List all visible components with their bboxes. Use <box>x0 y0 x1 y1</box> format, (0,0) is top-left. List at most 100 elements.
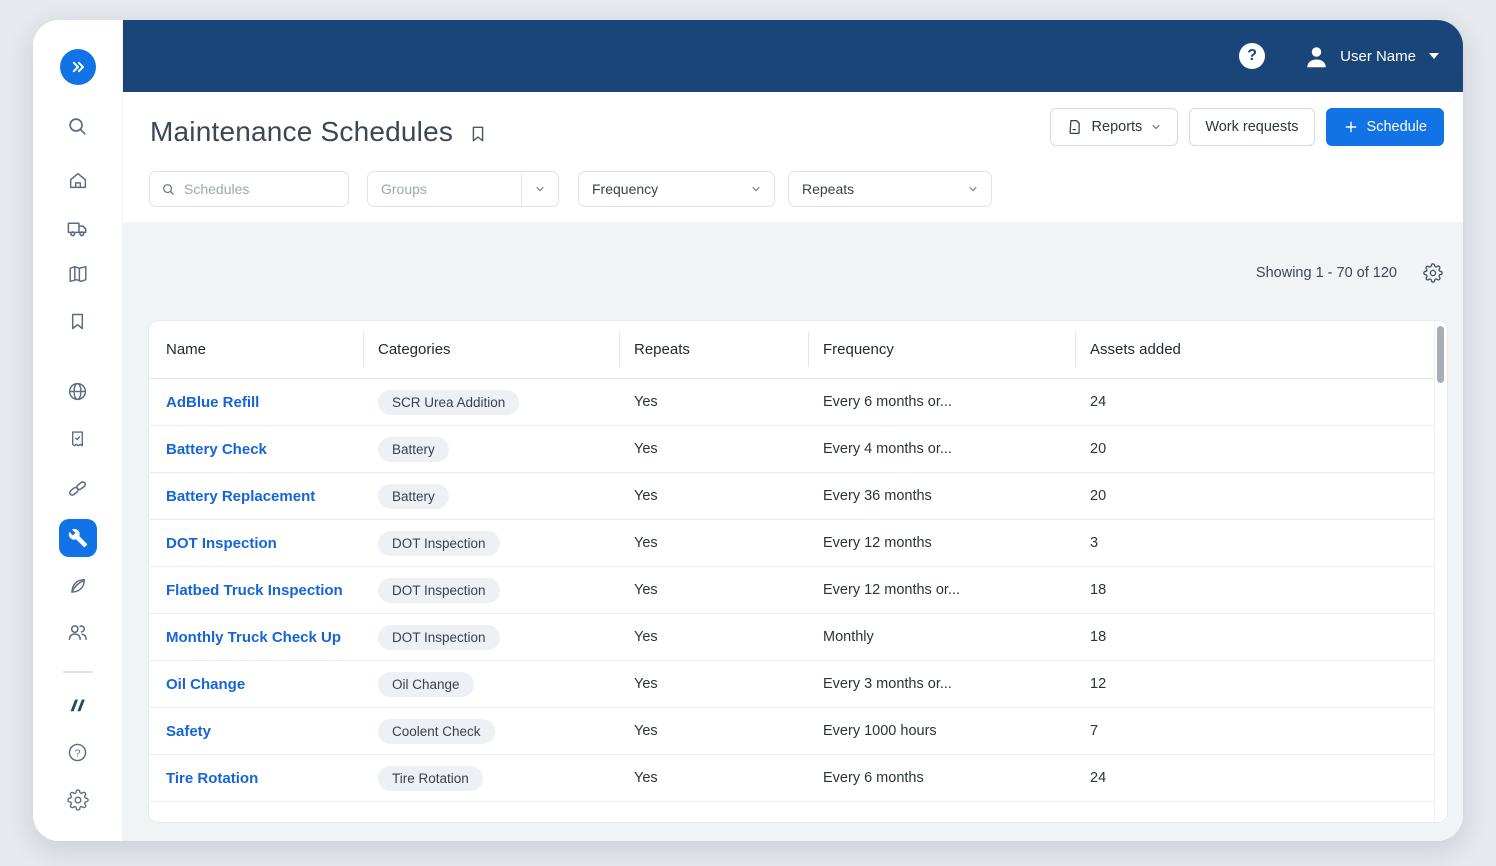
frequency-filter[interactable]: Frequency <box>578 171 775 207</box>
home-icon <box>67 170 89 192</box>
frequency-value: Every 12 months or... <box>823 582 961 598</box>
reports-button[interactable]: Reports <box>1049 108 1179 146</box>
table-row[interactable]: AdBlue Refill SCR Urea Addition Yes Ever… <box>149 379 1447 426</box>
category-chip: SCR Urea Addition <box>378 389 520 415</box>
assets-value: 7 <box>1090 723 1099 739</box>
sidebar-item-home[interactable] <box>59 162 97 200</box>
chevron-down-icon <box>522 183 558 195</box>
sidebar-item-inspections[interactable] <box>59 420 97 458</box>
category-chip: DOT Inspection <box>378 624 500 650</box>
truck-icon <box>66 217 89 240</box>
sidebar-item-settings[interactable] <box>59 781 97 819</box>
plus-icon <box>1343 119 1359 135</box>
schedules-search-input[interactable] <box>184 181 365 197</box>
leaf-icon <box>67 575 89 597</box>
showing-count: Showing 1 - 70 of 120 <box>1255 265 1397 281</box>
inspection-icon <box>67 429 88 450</box>
users-icon <box>66 621 89 644</box>
column-header-name: Name <box>166 341 207 358</box>
wrench-icon <box>68 528 88 548</box>
column-header-categories: Categories <box>363 332 634 367</box>
category-chip: Tire Rotation <box>378 765 483 791</box>
schedule-link[interactable]: Tire Rotation <box>166 769 259 787</box>
gear-icon <box>66 789 89 811</box>
category-chip: DOT Inspection <box>378 530 500 556</box>
schedule-label: Schedule <box>1366 119 1427 135</box>
schedule-link[interactable]: Battery Check <box>166 440 267 458</box>
avatar[interactable] <box>1303 43 1330 70</box>
gear-icon <box>1423 263 1443 283</box>
link-icon <box>66 477 89 500</box>
app-window: ? ? User Name Maintenance Schedules <box>33 20 1463 841</box>
groups-filter[interactable]: Groups <box>367 171 559 207</box>
frequency-value: Every 4 months or... <box>823 441 952 457</box>
sidebar-item-maintenance[interactable] <box>58 519 97 557</box>
main-area: ? User Name Maintenance Schedules Report <box>123 20 1463 841</box>
frequency-value: Monthly <box>823 629 874 645</box>
assets-value: 24 <box>1090 770 1107 786</box>
frequency-value: Every 3 months or... <box>823 676 952 692</box>
schedule-link[interactable]: Flatbed Truck Inspection <box>166 581 343 599</box>
table-row[interactable]: Oil Change Oil Change Yes Every 3 months… <box>149 661 1447 708</box>
help-button[interactable]: ? <box>1239 43 1266 69</box>
repeats-value: Yes <box>634 488 658 504</box>
sidebar-item-vehicles[interactable] <box>59 209 97 247</box>
sidebar-item-users[interactable] <box>59 613 97 651</box>
repeats-value: Yes <box>634 535 658 551</box>
sidebar-divider <box>63 671 93 673</box>
sidebar-item-search[interactable] <box>59 107 97 145</box>
caret-down-icon[interactable] <box>1429 53 1439 59</box>
schedule-link[interactable]: Monthly Truck Check Up <box>166 628 342 646</box>
table-row[interactable]: Safety Coolent Check Yes Every 1000 hour… <box>149 708 1447 755</box>
table-row[interactable]: DOT Inspection DOT Inspection Yes Every … <box>149 520 1447 567</box>
sidebar-item-web[interactable] <box>59 372 97 410</box>
table-row[interactable]: Monthly Truck Check Up DOT Inspection Ye… <box>149 614 1447 661</box>
scrollbar-thumb[interactable] <box>1437 326 1444 383</box>
frequency-value: Every 1000 hours <box>823 723 937 739</box>
category-chip: Coolent Check <box>378 718 495 744</box>
table-header-row: Name Categories Repeats Frequency Assets… <box>149 321 1447 379</box>
category-chip: Oil Change <box>378 671 474 697</box>
repeats-filter-label: Repeats <box>802 181 855 197</box>
table-scrollbar[interactable] <box>1434 321 1447 822</box>
schedule-link[interactable]: DOT Inspection <box>166 534 277 552</box>
globe-icon <box>66 380 89 403</box>
table-row[interactable]: Tire Rotation Tire Rotation Yes Every 6 … <box>149 755 1447 802</box>
sidebar-item-saved[interactable] <box>59 302 97 340</box>
table-row[interactable]: Battery Check Battery Yes Every 4 months… <box>149 426 1447 473</box>
table-row[interactable]: Flatbed Truck Inspection DOT Inspection … <box>149 567 1447 614</box>
chevrons-right-icon <box>68 57 88 77</box>
frequency-value: Every 12 months <box>823 535 932 551</box>
sidebar-item-map[interactable] <box>59 255 97 293</box>
assets-value: 20 <box>1090 488 1107 504</box>
schedule-link[interactable]: Safety <box>166 722 212 740</box>
category-chip: Battery <box>378 483 449 509</box>
add-schedule-button[interactable]: Schedule <box>1325 108 1444 146</box>
repeats-value: Yes <box>634 723 658 739</box>
work-requests-button[interactable]: Work requests <box>1189 108 1315 146</box>
bookmark-icon[interactable] <box>468 124 488 144</box>
repeats-value: Yes <box>634 629 658 645</box>
chevron-down-icon <box>1150 121 1162 133</box>
assets-value: 18 <box>1090 582 1107 598</box>
category-chip: Battery <box>378 436 449 462</box>
table-row[interactable]: Battery Replacement Battery Yes Every 36… <box>149 473 1447 520</box>
sidebar-expand-button[interactable] <box>59 49 96 85</box>
sidebar-item-fuel[interactable] <box>59 567 97 605</box>
schedules-search-field[interactable] <box>149 171 365 207</box>
table-settings-button[interactable] <box>1423 263 1443 283</box>
column-header-repeats: Repeats <box>619 332 823 367</box>
schedule-link[interactable]: Battery Replacement <box>166 487 316 505</box>
repeats-value: Yes <box>634 394 658 410</box>
repeats-value: Yes <box>634 770 658 786</box>
motive-logo-icon <box>66 694 90 718</box>
schedule-link[interactable]: Oil Change <box>166 675 246 693</box>
schedule-link[interactable]: AdBlue Refill <box>166 393 260 411</box>
sidebar-item-integrations[interactable] <box>59 469 97 507</box>
work-requests-label: Work requests <box>1205 119 1299 135</box>
sidebar-item-help[interactable]: ? <box>59 733 97 771</box>
repeats-filter[interactable]: Repeats <box>788 171 992 207</box>
brand-logo[interactable] <box>59 687 97 725</box>
user-name[interactable]: User Name <box>1340 47 1416 65</box>
search-icon <box>66 115 89 138</box>
